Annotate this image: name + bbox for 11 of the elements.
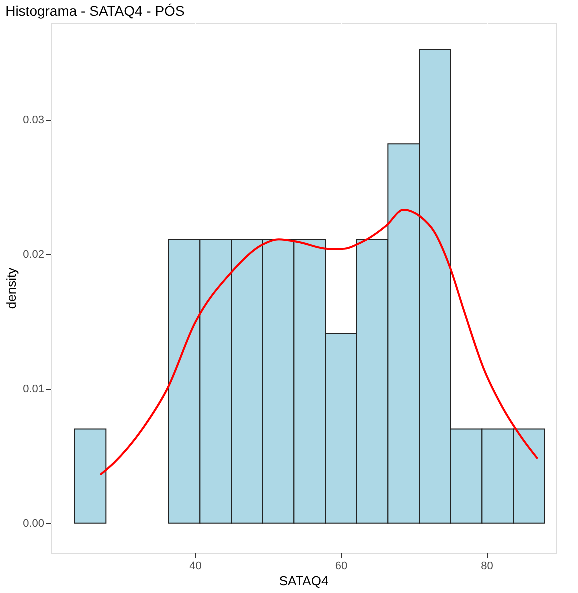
x-tick-label: 80 xyxy=(481,560,494,572)
y-axis-title: density xyxy=(4,267,20,310)
line-series xyxy=(100,208,539,476)
y-tick-label: 0.03 xyxy=(23,114,44,126)
y-tick-label: 0.02 xyxy=(23,248,44,261)
x-axis-title: SATAQ4 xyxy=(279,574,329,588)
y-tick-label: 0.01 xyxy=(23,383,44,396)
x-tick-label: 60 xyxy=(335,560,348,572)
y-tick-label: 0.00 xyxy=(23,518,44,530)
x-tick-label: 40 xyxy=(190,560,202,572)
chart-title: Histograma - SATAQ4 - PÓS xyxy=(6,3,185,19)
